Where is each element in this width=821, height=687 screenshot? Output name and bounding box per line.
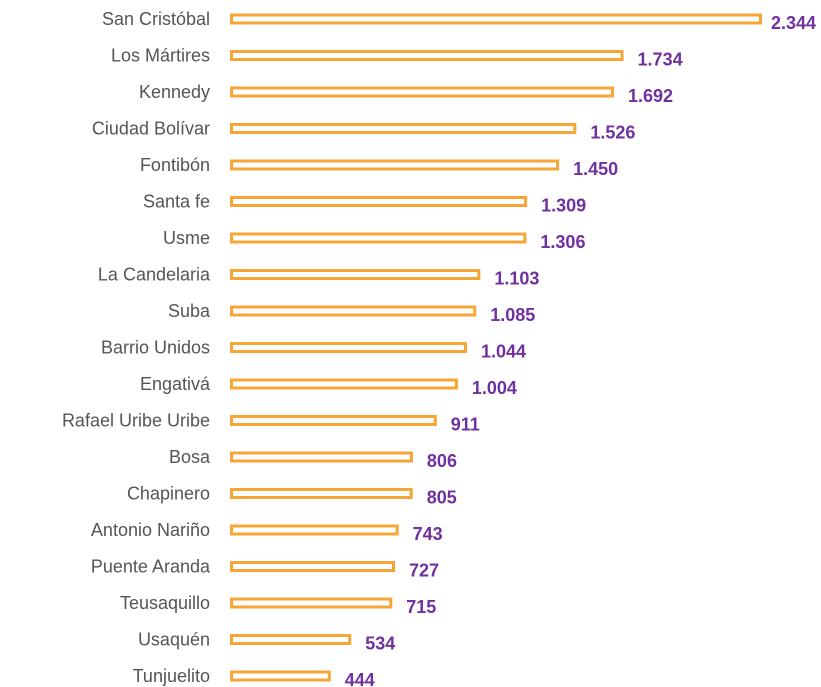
bar xyxy=(230,86,615,98)
bar xyxy=(230,415,437,426)
bar xyxy=(230,670,331,682)
value-label: 715 xyxy=(406,597,436,617)
bar xyxy=(230,123,577,134)
bar xyxy=(230,597,393,609)
value-label: 727 xyxy=(409,560,439,580)
value-label: 1.526 xyxy=(590,122,635,142)
category-label: Ciudad Bolívar xyxy=(92,118,210,138)
value-label: 534 xyxy=(365,633,395,653)
bar xyxy=(230,561,396,572)
bar xyxy=(230,159,560,171)
value-label: 1.103 xyxy=(494,268,539,288)
bar xyxy=(230,342,467,353)
value-label: 444 xyxy=(345,670,375,687)
value-label: 1.085 xyxy=(490,305,535,325)
category-label: Puente Aranda xyxy=(91,556,211,576)
value-label: 1.309 xyxy=(541,195,586,215)
bar xyxy=(230,305,477,317)
value-label: 1.004 xyxy=(472,378,517,398)
category-label: Engativá xyxy=(140,374,211,394)
category-label: San Cristóbal xyxy=(102,9,210,29)
category-label: Barrio Unidos xyxy=(101,337,210,357)
value-label: 911 xyxy=(451,414,480,434)
category-label: Chapinero xyxy=(127,483,210,503)
bar xyxy=(230,13,762,25)
category-label: La Candelaria xyxy=(98,264,211,284)
value-label: 1.692 xyxy=(628,86,673,106)
bar xyxy=(230,488,413,499)
value-label: 743 xyxy=(413,524,443,544)
category-label: Teusaquillo xyxy=(120,593,210,613)
category-label: Kennedy xyxy=(139,82,210,102)
value-label: 1.734 xyxy=(638,49,683,69)
bar xyxy=(230,634,352,645)
bar xyxy=(230,451,413,463)
bar xyxy=(230,196,528,207)
category-label: Antonio Nariño xyxy=(91,520,210,540)
value-label: 1.044 xyxy=(481,341,526,361)
bar xyxy=(230,50,624,61)
bar xyxy=(230,378,458,390)
bar xyxy=(230,269,481,280)
category-label: Tunjuelito xyxy=(133,666,210,686)
category-label: Usaquén xyxy=(138,629,210,649)
value-label: 2.344 xyxy=(771,13,816,33)
value-label: 1.450 xyxy=(573,159,618,179)
category-label: Usme xyxy=(163,228,210,248)
category-label: Bosa xyxy=(169,447,211,467)
category-label: Los Mártires xyxy=(111,45,210,65)
value-label: 1.306 xyxy=(540,232,585,252)
value-label: 805 xyxy=(427,487,457,507)
value-label: 806 xyxy=(427,451,457,471)
category-label: Fontibón xyxy=(140,155,210,175)
category-label: Rafael Uribe Uribe xyxy=(62,410,210,430)
bar xyxy=(230,524,399,536)
category-label: Suba xyxy=(168,301,211,321)
bar xyxy=(230,232,527,244)
category-label: Santa fe xyxy=(143,191,210,211)
